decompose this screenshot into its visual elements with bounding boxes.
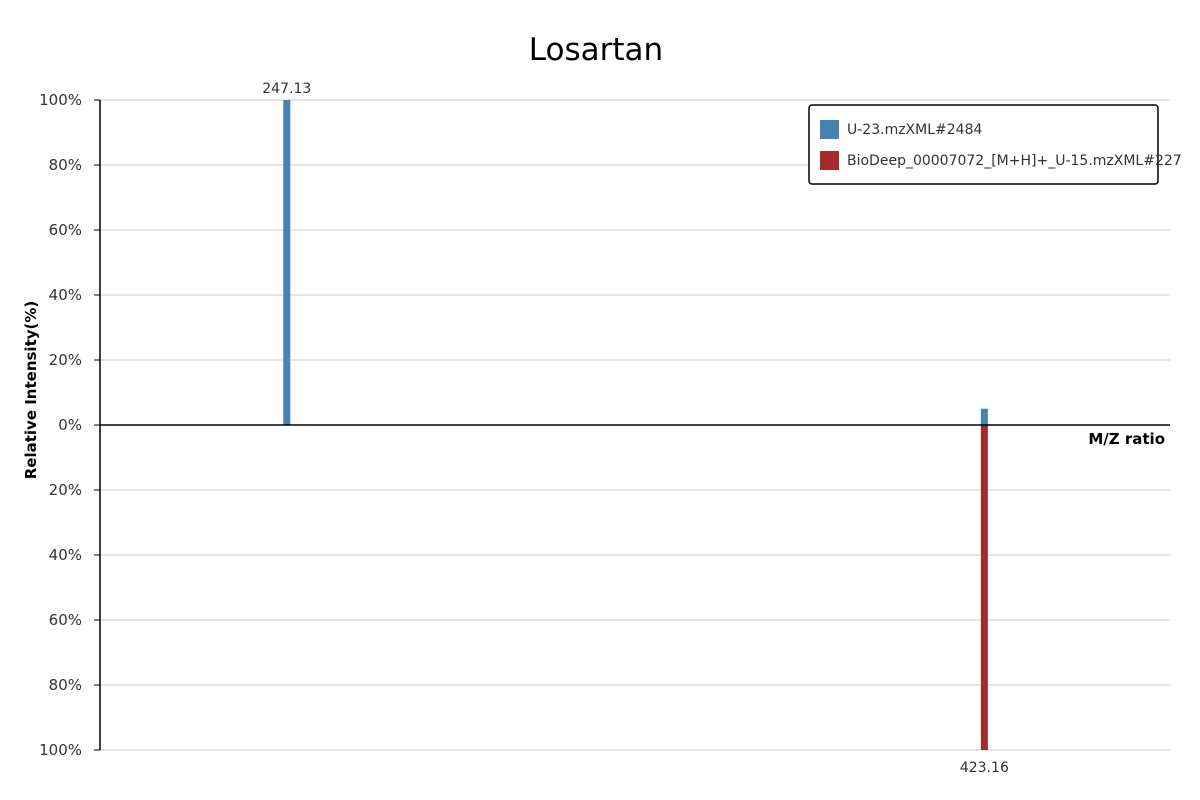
y-axis-label: Relative Intensity(%) (22, 301, 40, 480)
peak-label: 423.16 (960, 760, 1009, 776)
legend-box (808, 104, 1159, 185)
peak-bar-series-1 (980, 408, 988, 425)
y-axis-ticks: 100% 80% 60% 40% 20% 0% 20% 40% 60% 80% 100% (39, 91, 100, 759)
y-tick-label: 80% (49, 156, 82, 174)
y-tick-label: 20% (49, 481, 82, 499)
peak-bar-series-1 (283, 100, 291, 425)
grid-lines (100, 99, 1170, 751)
legend-swatch-series-2 (820, 151, 839, 170)
y-tick-label: 80% (49, 676, 82, 694)
peak-bar-series-2 (980, 425, 988, 750)
y-tick-label: 100% (39, 741, 82, 759)
x-axis-label: M/Z ratio (1088, 430, 1165, 448)
spectrum-peaks: 247.13 423.16 (262, 81, 1009, 776)
y-tick-label: 40% (49, 546, 82, 564)
legend-label-series-2: BioDeep_00007072_[M+H]+_U-15.mzXML#227 (847, 153, 1182, 169)
legend-swatch-series-1 (820, 120, 839, 139)
chart-title: Losartan (529, 32, 663, 68)
y-tick-label: 40% (49, 286, 82, 304)
y-tick-label: 60% (49, 221, 82, 239)
peak-label: 247.13 (262, 81, 311, 97)
y-tick-label: 60% (49, 611, 82, 629)
y-tick-label: 100% (39, 91, 82, 109)
y-tick-label: 20% (49, 351, 82, 369)
legend: U-23.mzXML#2484 BioDeep_00007072_[M+H]+_… (808, 104, 1182, 185)
legend-label-series-1: U-23.mzXML#2484 (847, 122, 982, 138)
y-tick-label: 0% (58, 416, 82, 434)
